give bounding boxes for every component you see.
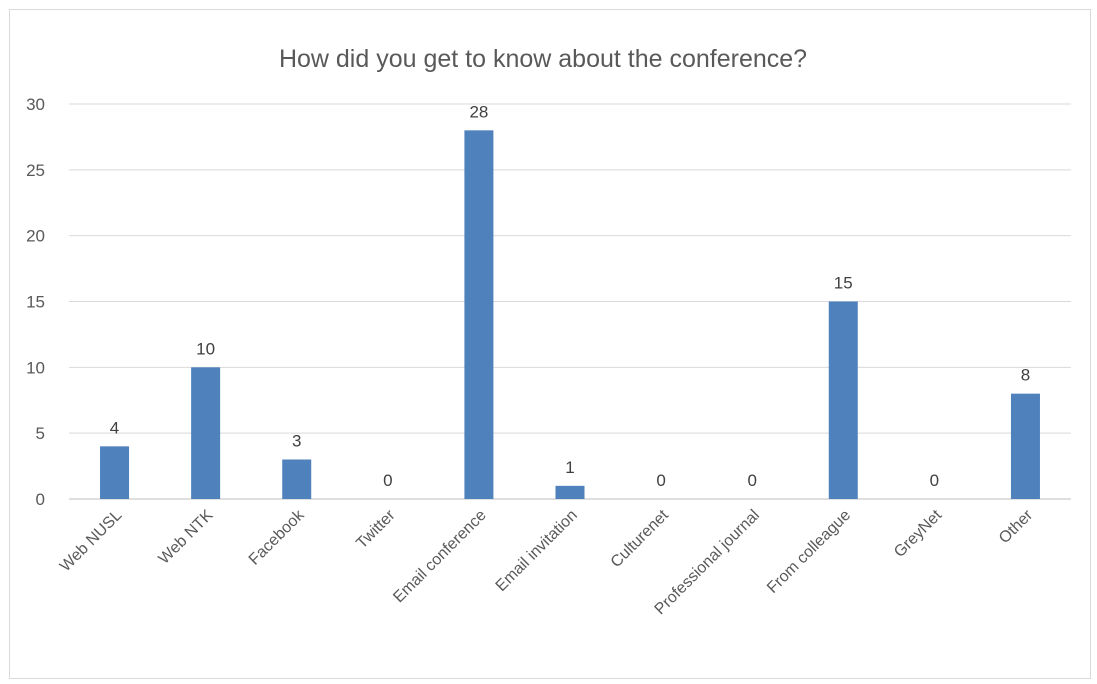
bar (464, 130, 494, 500)
y-tick-label: 15 (26, 293, 45, 312)
y-tick-label: 10 (26, 358, 45, 377)
data-label: 0 (930, 471, 939, 490)
bar (191, 367, 221, 499)
data-label: 0 (383, 471, 392, 490)
data-label: 3 (292, 432, 301, 451)
y-tick-label: 25 (26, 161, 45, 180)
x-category-label: Web NUSL (57, 507, 125, 575)
data-label: 8 (1021, 366, 1030, 385)
x-category-label: Web NTK (156, 507, 217, 568)
data-label: 4 (110, 418, 119, 437)
y-tick-label: 30 (26, 95, 45, 114)
bar (555, 485, 585, 499)
x-category-label: Other (996, 506, 1037, 547)
x-category-label: Professional journal (652, 507, 763, 618)
bars (100, 130, 1040, 500)
data-label: 0 (656, 471, 665, 490)
y-tick-label: 20 (26, 227, 45, 246)
data-label: 28 (469, 102, 488, 121)
x-category-label: Email conference (390, 507, 490, 607)
data-label: 0 (747, 471, 756, 490)
y-tick-label: 5 (36, 424, 45, 443)
x-category-label: From colleague (764, 507, 854, 597)
chart-frame (9, 9, 1091, 679)
x-category-label: Email invitation (493, 507, 581, 595)
bar (282, 459, 312, 499)
bar (828, 301, 858, 499)
gridlines (69, 103, 1071, 500)
data-label: 1 (565, 458, 574, 477)
data-label: 10 (196, 339, 215, 358)
x-category-label: Facebook (246, 506, 308, 568)
chart-title: How did you get to know about the confer… (279, 45, 807, 73)
y-axis-ticks: 0 5 10 15 20 25 30 (26, 95, 45, 509)
y-tick-label: 0 (36, 490, 45, 509)
x-category-label: Twitter (353, 506, 399, 552)
x-category-label: GreyNet (891, 506, 946, 561)
x-category-label: Culturenet (608, 506, 673, 571)
bar (100, 446, 130, 499)
bar (1010, 393, 1040, 499)
data-label: 15 (834, 274, 853, 293)
